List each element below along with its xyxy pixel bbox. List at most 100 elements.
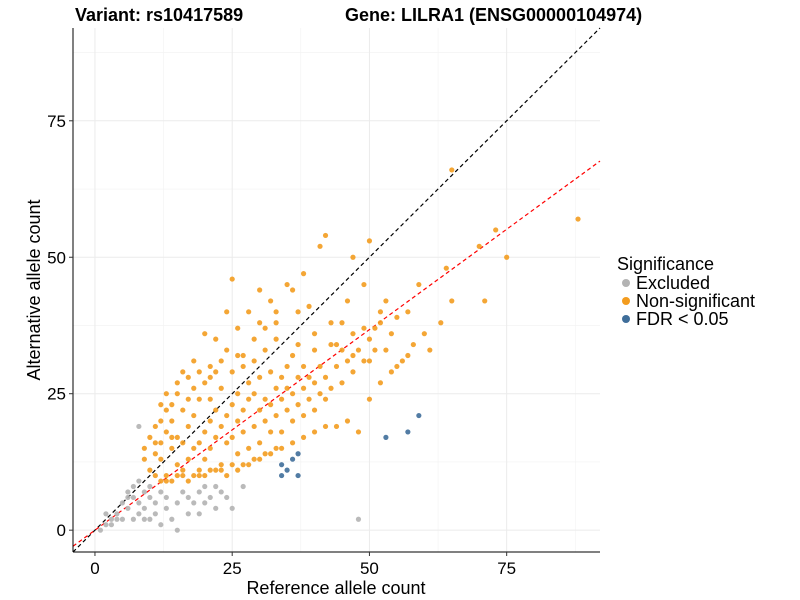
point-non-significant [235, 418, 241, 424]
legend-label-excluded: Excluded [636, 273, 710, 293]
point-non-significant [355, 347, 362, 353]
point-excluded [119, 500, 126, 506]
point-non-significant [169, 478, 175, 484]
point-non-significant [218, 358, 224, 364]
point-excluded [130, 494, 136, 501]
point-non-significant [213, 369, 219, 375]
point-non-significant [575, 216, 581, 222]
point-non-significant [350, 369, 356, 375]
point-non-significant [251, 391, 257, 397]
point-non-significant [295, 374, 301, 380]
point-non-significant [229, 434, 235, 440]
point-excluded [141, 516, 147, 522]
point-fdr-0-05 [405, 429, 411, 435]
point-non-significant [224, 440, 230, 446]
point-non-significant [377, 320, 384, 326]
point-non-significant [410, 341, 416, 348]
point-non-significant [152, 423, 158, 430]
point-non-significant [235, 467, 241, 473]
point-non-significant [169, 445, 175, 451]
point-non-significant [339, 347, 345, 353]
point-non-significant [158, 478, 164, 484]
point-non-significant [279, 396, 285, 402]
point-non-significant [361, 358, 367, 364]
point-excluded [136, 500, 142, 506]
point-non-significant [213, 434, 219, 440]
point-excluded [196, 489, 202, 495]
point-non-significant [257, 287, 263, 293]
point-excluded [152, 511, 158, 517]
point-non-significant [147, 434, 153, 440]
point-excluded [103, 522, 109, 528]
point-non-significant [273, 320, 279, 326]
legend: Significance ExcludedNon-significantFDR … [617, 254, 755, 329]
point-excluded [355, 516, 362, 522]
point-non-significant [196, 440, 202, 446]
point-non-significant [141, 456, 147, 462]
point-non-significant [289, 440, 296, 446]
point-non-significant [185, 423, 191, 430]
point-non-significant [224, 309, 230, 315]
point-non-significant [300, 385, 307, 391]
point-non-significant [180, 467, 186, 473]
point-non-significant [185, 396, 191, 402]
point-non-significant [333, 423, 340, 430]
point-non-significant [361, 281, 367, 288]
point-non-significant [284, 363, 290, 370]
y-tick-label: 75 [47, 112, 66, 131]
point-excluded [114, 516, 120, 522]
point-non-significant [427, 347, 433, 353]
point-non-significant [306, 374, 312, 380]
point-non-significant [273, 385, 279, 391]
point-non-significant [405, 309, 411, 315]
point-non-significant [284, 407, 290, 413]
point-non-significant [240, 363, 246, 370]
point-non-significant [482, 298, 488, 304]
point-non-significant [366, 336, 373, 342]
point-non-significant [191, 385, 197, 391]
point-non-significant [289, 352, 296, 359]
point-non-significant [416, 281, 422, 288]
point-excluded [185, 494, 191, 501]
point-non-significant [180, 440, 186, 446]
point-non-significant [251, 456, 257, 462]
point-non-significant [295, 341, 301, 348]
point-excluded [158, 489, 164, 495]
point-non-significant [207, 467, 213, 473]
point-non-significant [229, 369, 235, 375]
point-excluded [191, 500, 197, 506]
point-non-significant [158, 402, 164, 408]
point-excluded [136, 423, 142, 430]
point-non-significant [317, 363, 323, 370]
point-excluded [163, 505, 169, 511]
point-non-significant [372, 347, 378, 353]
point-non-significant [180, 472, 186, 479]
point-non-significant [163, 478, 169, 484]
point-non-significant [196, 369, 202, 375]
point-non-significant [504, 254, 510, 260]
point-non-significant [246, 396, 252, 402]
point-non-significant [344, 298, 351, 304]
point-non-significant [317, 391, 323, 397]
point-non-significant [493, 227, 499, 233]
point-excluded [174, 527, 180, 533]
point-non-significant [257, 407, 263, 413]
point-non-significant [295, 402, 301, 408]
point-non-significant [289, 418, 296, 424]
point-non-significant [229, 276, 235, 282]
point-non-significant [152, 440, 158, 446]
point-excluded [158, 522, 164, 528]
point-non-significant [383, 347, 389, 353]
point-non-significant [207, 374, 213, 380]
point-non-significant [394, 314, 400, 320]
point-non-significant [339, 320, 345, 326]
point-non-significant [218, 423, 224, 430]
point-non-significant [180, 407, 186, 413]
point-non-significant [372, 325, 378, 331]
point-non-significant [235, 325, 241, 331]
point-non-significant [246, 462, 252, 468]
point-non-significant [202, 331, 208, 337]
point-excluded [136, 478, 142, 484]
